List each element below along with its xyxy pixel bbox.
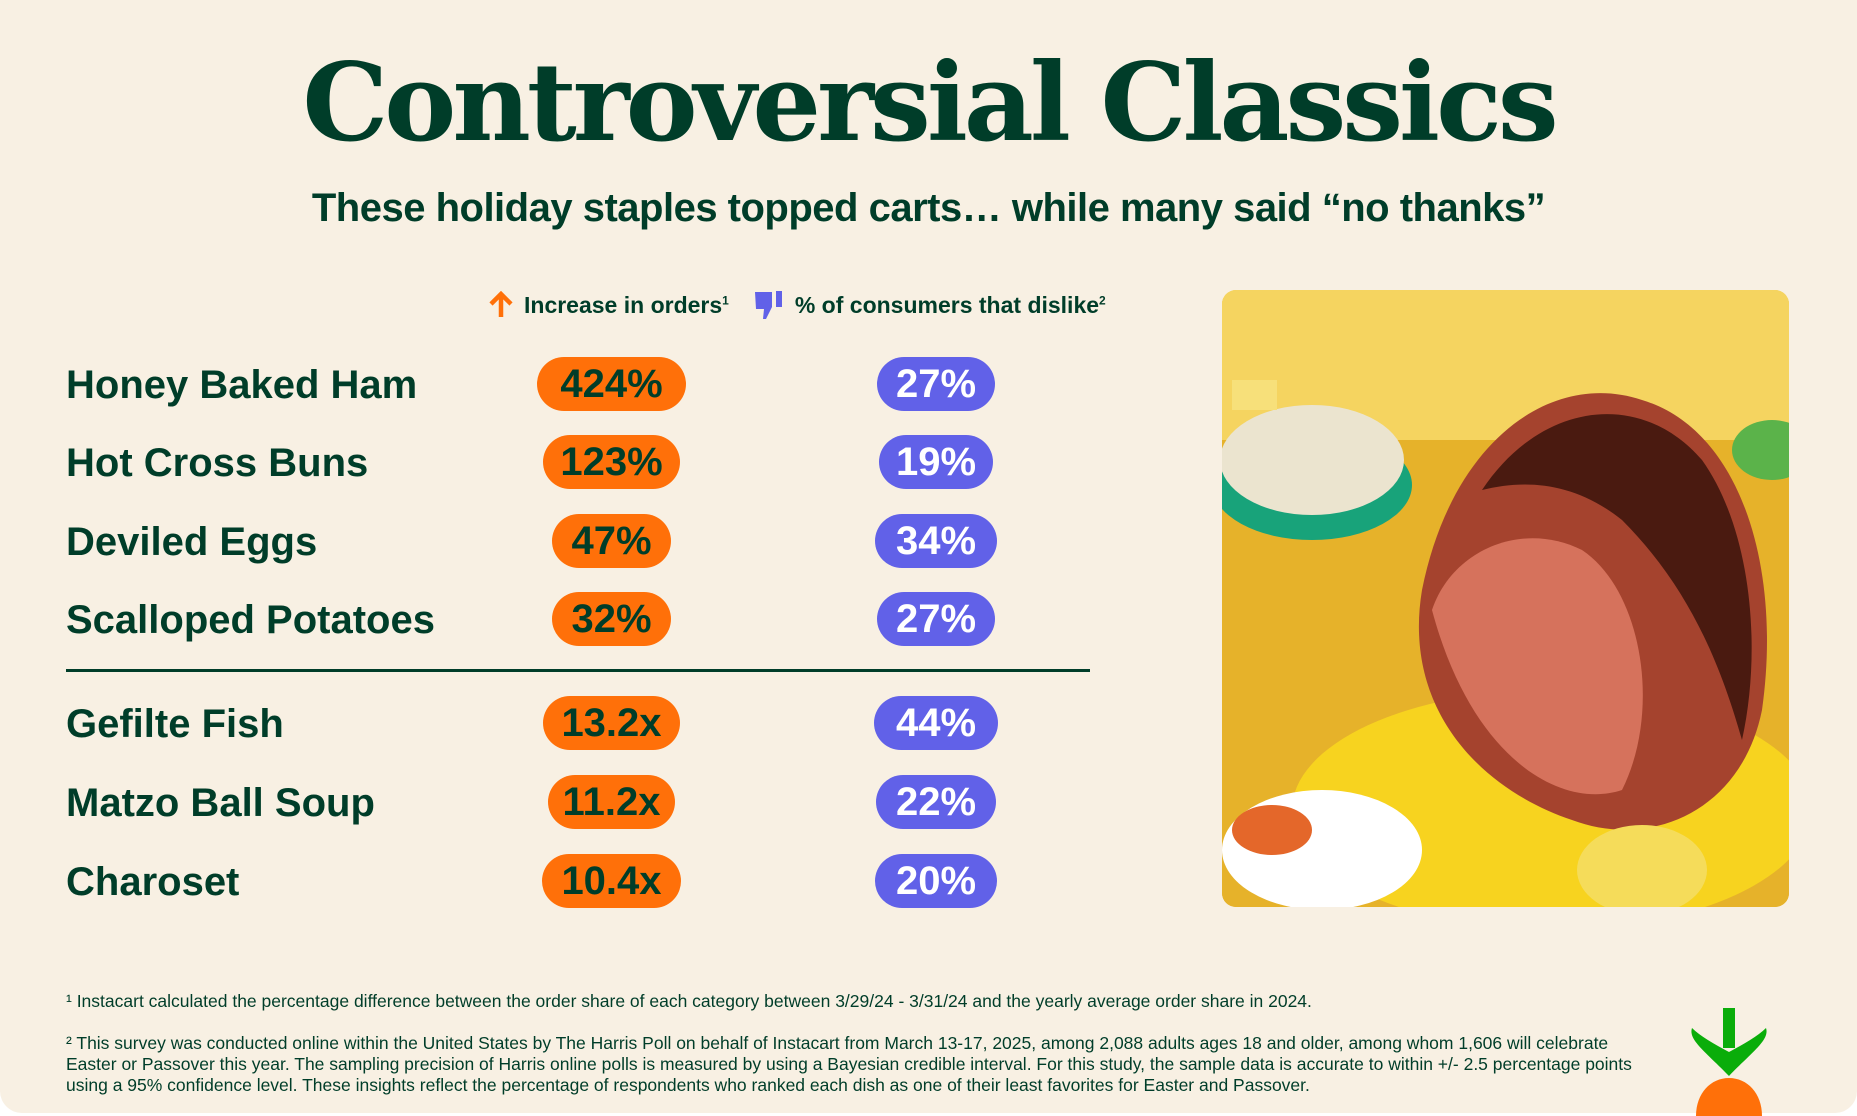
legend-orders-label: Increase in orders1 [524,291,729,318]
table-row: Gefilte Fish 13.2x 44% [66,696,1090,752]
dislike-badge: 34% [875,514,997,568]
orders-badge: 424% [537,357,686,411]
footnote-1: ¹ Instacart calculated the percentage di… [66,991,1312,1011]
table-row: Honey Baked Ham 424% 27% [66,357,1090,413]
orders-badge: 10.4x [542,854,681,908]
dish-name: Matzo Ball Soup [66,781,375,825]
dislike-badge: 20% [875,854,997,908]
orders-badge: 32% [552,592,671,646]
legend-orders: Increase in orders1 [488,291,729,319]
dislike-badge: 22% [876,775,996,829]
arrow-up-icon [489,291,513,317]
table-row: Scalloped Potatoes 32% 27% [66,592,1090,648]
dish-name: Honey Baked Ham [66,363,418,407]
table-row: Deviled Eggs 47% 34% [66,514,1090,570]
carrot-logo-icon [1691,1008,1767,1116]
orders-badge: 13.2x [543,696,680,750]
table-row: Matzo Ball Soup 11.2x 22% [66,775,1090,831]
dislike-badge: 44% [874,696,998,750]
orders-badge: 11.2x [548,775,675,829]
thumbs-down-icon [754,291,782,319]
legend-dislike: % of consumers that dislike2 [753,290,1106,320]
dislike-badge: 19% [879,435,993,489]
dish-name: Deviled Eggs [66,520,318,564]
table-row: Charoset 10.4x 20% [66,854,1090,910]
footnote-2: ² This survey was conducted online withi… [66,1033,1632,1095]
ham-illustration [1222,290,1789,907]
orders-badge: 123% [543,435,680,489]
dislike-badge: 27% [877,357,995,411]
legend-dislike-label: % of consumers that dislike2 [794,291,1106,318]
dish-name: Gefilte Fish [66,702,284,746]
page-title: Controversial Classics [302,40,1558,166]
legend: Increase in orders1 % of consumers that … [488,290,1120,320]
dish-name: Charoset [66,860,240,904]
dish-name: Hot Cross Buns [66,441,369,485]
orders-badge: 47% [552,514,671,568]
ham-photo [1222,290,1789,907]
section-divider [66,669,1090,672]
dislike-badge: 27% [877,592,995,646]
page-subtitle: These holiday staples topped carts… whil… [311,186,1546,230]
table-row: Hot Cross Buns 123% 19% [66,435,1090,491]
dish-name: Scalloped Potatoes [66,598,435,642]
